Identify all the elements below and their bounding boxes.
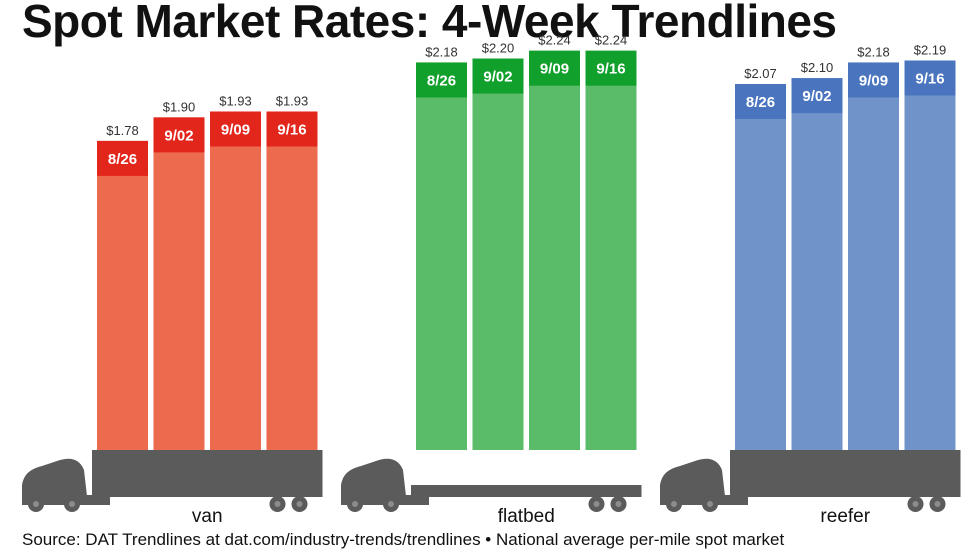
week-label-bg-flatbed-1 <box>472 58 524 94</box>
week-label-flatbed-3: 9/16 <box>596 61 625 78</box>
value-label-van-2: $1.93 <box>219 93 252 108</box>
value-label-reefer-2: $2.18 <box>857 44 890 59</box>
bar-reefer-2 <box>848 62 899 450</box>
week-label-bg-reefer-2 <box>848 62 899 98</box>
truck-reefer-icon <box>660 450 961 512</box>
week-label-bg-flatbed-0 <box>416 62 467 98</box>
week-label-reefer-2: 9/09 <box>859 72 888 89</box>
week-label-bg-reefer-1 <box>791 78 843 114</box>
week-label-reefer-1: 9/02 <box>802 88 831 105</box>
bar-flatbed-0 <box>416 62 467 450</box>
week-label-van-0: 8/26 <box>108 151 137 168</box>
value-label-reefer-0: $2.07 <box>744 66 777 81</box>
bar-van-1 <box>153 117 205 450</box>
value-label-van-3: $1.93 <box>276 93 309 108</box>
week-label-bg-van-1 <box>153 117 205 153</box>
week-label-bg-van-0 <box>97 140 148 176</box>
group-label-van: van <box>192 506 223 527</box>
group-van: 8/26 $1.78 9/02 $1.90 9/09 $1.93 9/16 $1.93 van <box>22 93 323 527</box>
week-label-flatbed-1: 9/02 <box>483 69 512 86</box>
bar-van-2 <box>210 111 261 451</box>
truck-van-icon <box>22 450 323 512</box>
bar-van-3 <box>266 111 318 451</box>
bar-reefer-3 <box>904 60 956 450</box>
bar-flatbed-3 <box>585 50 637 450</box>
bar-reefer-0 <box>735 84 786 450</box>
source-note: Source: DAT Trendlines at dat.com/indust… <box>22 530 785 549</box>
value-label-flatbed-3: $2.24 <box>595 33 628 48</box>
week-label-bg-flatbed-2 <box>529 50 580 86</box>
truck-flatbed-icon <box>341 458 642 512</box>
bar-flatbed-1 <box>472 58 524 450</box>
week-label-flatbed-2: 9/09 <box>540 61 569 78</box>
week-label-reefer-0: 8/26 <box>746 94 775 111</box>
value-label-reefer-1: $2.10 <box>801 60 834 75</box>
value-label-van-0: $1.78 <box>106 123 139 138</box>
value-label-van-1: $1.90 <box>163 99 196 114</box>
group-label-reefer: reefer <box>820 506 870 527</box>
value-label-flatbed-0: $2.18 <box>425 44 458 59</box>
group-label-flatbed: flatbed <box>498 506 555 527</box>
value-label-flatbed-2: $2.24 <box>538 33 571 48</box>
week-label-van-2: 9/09 <box>221 121 250 138</box>
week-label-bg-reefer-0 <box>735 84 786 120</box>
bar-reefer-1 <box>791 78 843 451</box>
week-label-bg-reefer-3 <box>904 60 956 96</box>
group-flatbed: 8/26 $2.18 9/02 $2.20 9/09 $2.24 9/16 $2.24 flat… <box>341 33 642 527</box>
week-label-bg-van-3 <box>266 111 318 147</box>
week-label-van-1: 9/02 <box>164 127 193 144</box>
value-label-flatbed-1: $2.20 <box>482 41 515 56</box>
value-label-reefer-3: $2.19 <box>914 42 947 57</box>
week-label-flatbed-0: 8/26 <box>427 72 456 89</box>
chart-title: Spot Market Rates: 4-Week Trendlines <box>22 0 837 47</box>
week-label-van-3: 9/16 <box>277 121 306 138</box>
group-reefer: 8/26 $2.07 9/02 $2.10 9/09 $2.18 9/16 $2.19 reef… <box>660 42 961 527</box>
bar-van-0 <box>97 140 148 451</box>
week-label-bg-flatbed-3 <box>585 50 637 86</box>
week-label-reefer-3: 9/16 <box>915 70 944 87</box>
bar-flatbed-2 <box>529 50 580 450</box>
week-label-bg-van-2 <box>210 111 261 147</box>
